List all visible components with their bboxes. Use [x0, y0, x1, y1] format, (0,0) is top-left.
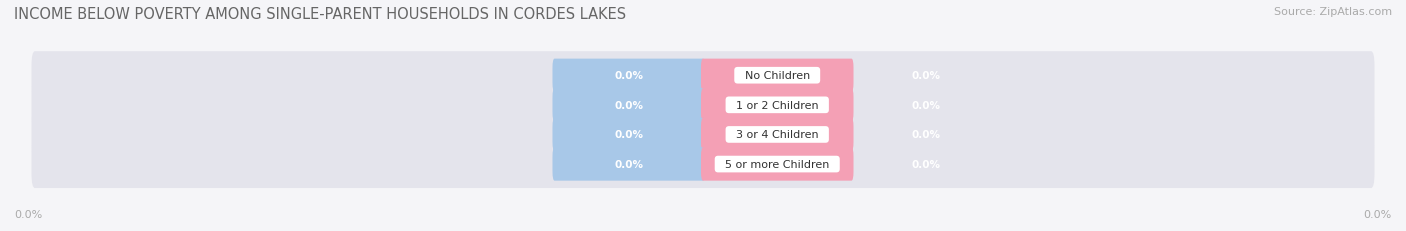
FancyBboxPatch shape: [31, 52, 1375, 100]
Text: 0.0%: 0.0%: [1364, 210, 1392, 219]
FancyBboxPatch shape: [31, 82, 1375, 129]
Text: No Children: No Children: [738, 71, 817, 81]
Text: 0.0%: 0.0%: [614, 159, 644, 169]
FancyBboxPatch shape: [31, 111, 1375, 159]
Text: 0.0%: 0.0%: [911, 159, 941, 169]
FancyBboxPatch shape: [553, 89, 704, 122]
FancyBboxPatch shape: [702, 59, 853, 92]
Text: 0.0%: 0.0%: [14, 210, 42, 219]
Text: 0.0%: 0.0%: [911, 100, 941, 110]
Text: 0.0%: 0.0%: [911, 71, 941, 81]
Text: 1 or 2 Children: 1 or 2 Children: [728, 100, 825, 110]
Text: Source: ZipAtlas.com: Source: ZipAtlas.com: [1274, 7, 1392, 17]
Text: 5 or more Children: 5 or more Children: [718, 159, 837, 169]
Text: 0.0%: 0.0%: [911, 130, 941, 140]
Text: 0.0%: 0.0%: [614, 71, 644, 81]
FancyBboxPatch shape: [553, 148, 704, 181]
FancyBboxPatch shape: [702, 89, 853, 122]
Text: 3 or 4 Children: 3 or 4 Children: [728, 130, 825, 140]
Text: 0.0%: 0.0%: [614, 130, 644, 140]
FancyBboxPatch shape: [31, 140, 1375, 188]
Text: INCOME BELOW POVERTY AMONG SINGLE-PARENT HOUSEHOLDS IN CORDES LAKES: INCOME BELOW POVERTY AMONG SINGLE-PARENT…: [14, 7, 626, 22]
FancyBboxPatch shape: [553, 59, 704, 92]
FancyBboxPatch shape: [553, 118, 704, 151]
FancyBboxPatch shape: [702, 148, 853, 181]
Text: 0.0%: 0.0%: [614, 100, 644, 110]
FancyBboxPatch shape: [702, 118, 853, 151]
